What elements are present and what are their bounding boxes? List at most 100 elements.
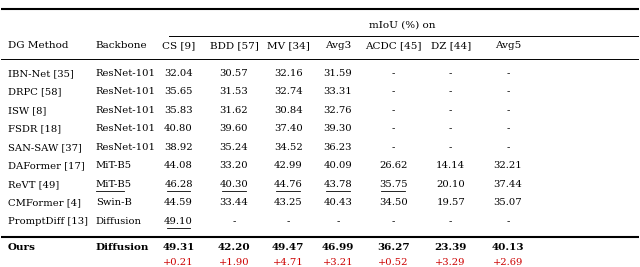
Text: 42.20: 42.20	[218, 243, 250, 252]
Text: +0.52: +0.52	[378, 258, 408, 267]
Text: 14.14: 14.14	[436, 162, 465, 170]
Text: 39.60: 39.60	[220, 124, 248, 134]
Text: -: -	[392, 217, 395, 226]
Text: DRPC [58]: DRPC [58]	[8, 88, 61, 96]
Text: 35.07: 35.07	[493, 198, 522, 207]
Text: 33.44: 33.44	[220, 198, 248, 207]
Text: 31.59: 31.59	[323, 69, 352, 78]
Text: ISW [8]: ISW [8]	[8, 106, 46, 115]
Text: 30.57: 30.57	[220, 69, 248, 78]
Text: 42.99: 42.99	[274, 162, 303, 170]
Text: -: -	[336, 217, 340, 226]
Text: BDD [57]: BDD [57]	[209, 41, 259, 50]
Text: Diffusion: Diffusion	[96, 243, 149, 252]
Text: +3.29: +3.29	[435, 258, 466, 267]
Text: 34.50: 34.50	[379, 198, 408, 207]
Text: 49.47: 49.47	[272, 243, 305, 252]
Text: Diffusion: Diffusion	[96, 217, 141, 226]
Text: 20.10: 20.10	[436, 180, 465, 189]
Text: IBN-Net [35]: IBN-Net [35]	[8, 69, 74, 78]
Text: -: -	[506, 88, 509, 96]
Text: 32.16: 32.16	[274, 69, 303, 78]
Text: ResNet-101: ResNet-101	[96, 106, 156, 115]
Text: Avg5: Avg5	[495, 41, 521, 50]
Text: 36.23: 36.23	[324, 143, 352, 152]
Text: Backbone: Backbone	[96, 41, 147, 50]
Text: CMFormer [4]: CMFormer [4]	[8, 198, 81, 207]
Text: +4.71: +4.71	[273, 258, 303, 267]
Text: -: -	[506, 69, 509, 78]
Text: MiT-B5: MiT-B5	[96, 180, 132, 189]
Text: 40.13: 40.13	[492, 243, 524, 252]
Text: -: -	[506, 106, 509, 115]
Text: -: -	[506, 217, 509, 226]
Text: 30.84: 30.84	[274, 106, 303, 115]
Text: -: -	[449, 69, 452, 78]
Text: 40.80: 40.80	[164, 124, 193, 134]
Text: 35.65: 35.65	[164, 88, 193, 96]
Text: Avg3: Avg3	[324, 41, 351, 50]
Text: +1.90: +1.90	[219, 258, 250, 267]
Text: 33.31: 33.31	[323, 88, 352, 96]
Text: 34.52: 34.52	[274, 143, 303, 152]
Text: ReVT [49]: ReVT [49]	[8, 180, 59, 189]
Text: Swin-B: Swin-B	[96, 198, 132, 207]
Text: 35.75: 35.75	[379, 180, 408, 189]
Text: 26.62: 26.62	[379, 162, 408, 170]
Text: 46.28: 46.28	[164, 180, 193, 189]
Text: -: -	[449, 124, 452, 134]
Text: 35.24: 35.24	[220, 143, 248, 152]
Text: 32.21: 32.21	[493, 162, 522, 170]
Text: -: -	[287, 217, 290, 226]
Text: -: -	[392, 69, 395, 78]
Text: MV [34]: MV [34]	[267, 41, 310, 50]
Text: DG Method: DG Method	[8, 41, 68, 50]
Text: -: -	[449, 106, 452, 115]
Text: 33.20: 33.20	[220, 162, 248, 170]
Text: 31.53: 31.53	[220, 88, 248, 96]
Text: -: -	[392, 106, 395, 115]
Text: -: -	[232, 217, 236, 226]
Text: 35.83: 35.83	[164, 106, 193, 115]
Text: +2.69: +2.69	[493, 258, 523, 267]
Text: -: -	[506, 124, 509, 134]
Text: 40.09: 40.09	[323, 162, 352, 170]
Text: -: -	[449, 88, 452, 96]
Text: 32.76: 32.76	[324, 106, 352, 115]
Text: 32.04: 32.04	[164, 69, 193, 78]
Text: 40.43: 40.43	[323, 198, 352, 207]
Text: 44.59: 44.59	[164, 198, 193, 207]
Text: ResNet-101: ResNet-101	[96, 124, 156, 134]
Text: 49.31: 49.31	[163, 243, 195, 252]
Text: 39.30: 39.30	[324, 124, 352, 134]
Text: 37.40: 37.40	[274, 124, 303, 134]
Text: -: -	[392, 124, 395, 134]
Text: -: -	[392, 143, 395, 152]
Text: 44.76: 44.76	[274, 180, 303, 189]
Text: -: -	[506, 143, 509, 152]
Text: 31.62: 31.62	[220, 106, 248, 115]
Text: ResNet-101: ResNet-101	[96, 143, 156, 152]
Text: PromptDiff [13]: PromptDiff [13]	[8, 217, 88, 226]
Text: ACDC [45]: ACDC [45]	[365, 41, 422, 50]
Text: 43.78: 43.78	[323, 180, 352, 189]
Text: 23.39: 23.39	[435, 243, 467, 252]
Text: ResNet-101: ResNet-101	[96, 88, 156, 96]
Text: CS [9]: CS [9]	[162, 41, 195, 50]
Text: -: -	[392, 88, 395, 96]
Text: -: -	[449, 143, 452, 152]
Text: DZ [44]: DZ [44]	[431, 41, 471, 50]
Text: Ours: Ours	[8, 243, 36, 252]
Text: 49.10: 49.10	[164, 217, 193, 226]
Text: +3.21: +3.21	[323, 258, 353, 267]
Text: mIoU (%) on: mIoU (%) on	[369, 21, 435, 30]
Text: -: -	[449, 217, 452, 226]
Text: 46.99: 46.99	[322, 243, 354, 252]
Text: FSDR [18]: FSDR [18]	[8, 124, 61, 134]
Text: 44.08: 44.08	[164, 162, 193, 170]
Text: 38.92: 38.92	[164, 143, 193, 152]
Text: 43.25: 43.25	[274, 198, 303, 207]
Text: SAN-SAW [37]: SAN-SAW [37]	[8, 143, 82, 152]
Text: +0.21: +0.21	[163, 258, 194, 267]
Text: 37.44: 37.44	[493, 180, 522, 189]
